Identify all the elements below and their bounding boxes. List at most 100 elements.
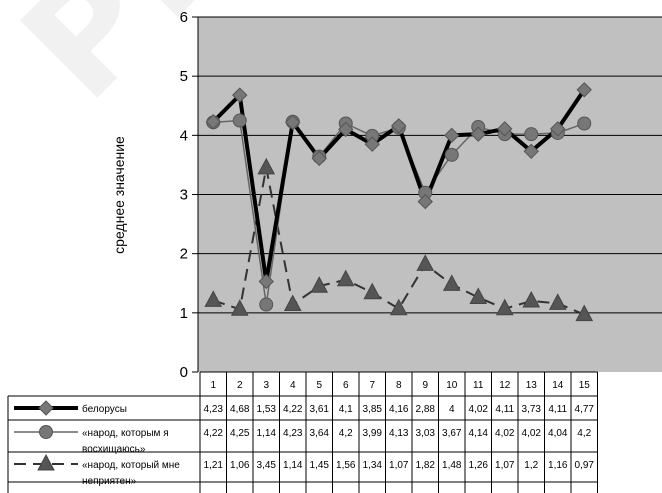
data-label: 1,26 [469,460,489,471]
y-tick-label: 0 [180,364,188,381]
data-label: 1,2 [524,460,538,471]
data-point [232,113,247,128]
data-label: 4,23 [204,404,224,415]
x-tick-label: 6 [343,380,349,391]
data-label: 4,2 [339,428,353,439]
data-label: 4,02 [469,404,489,415]
data-point [38,400,54,416]
data-label: 1,06 [230,460,250,471]
x-tick-label: 7 [369,380,375,391]
data-label: 1,45 [310,460,330,471]
data-label: 1,07 [389,460,409,471]
data-point [205,114,221,130]
data-label: 3,67 [442,428,462,439]
data-label: 3,99 [363,428,383,439]
data-point [444,127,460,144]
data-label: 1,14 [257,428,277,439]
legend-label: «народ, которым я восхищаюсь» [82,428,169,455]
y-axis-label: среднее значение [111,136,127,254]
data-point [524,127,539,142]
data-point [576,82,592,98]
x-tick-label: 8 [396,380,402,391]
data-label: 4,23 [283,428,303,439]
y-tick-label: 6 [180,9,188,26]
data-point [338,121,354,138]
data-label: 4,22 [283,404,303,415]
data-label: 4,2 [577,428,591,439]
data-label: 2,88 [416,404,436,415]
data-label: 4,77 [575,404,595,415]
data-point [363,282,382,300]
data-label: 4,25 [230,428,250,439]
data-point [389,298,408,316]
data-point [37,453,55,471]
series-lines [204,82,594,322]
data-label: 4,1 [339,404,353,415]
x-tick-label: 14 [552,380,564,391]
data-label: 4 [449,404,455,415]
data-label: 1,53 [257,404,277,415]
y-tick-label: 4 [180,127,188,144]
data-point [230,299,249,316]
data-point [550,121,566,137]
data-point [577,116,592,131]
data-point [39,425,53,439]
data-point [259,297,274,312]
data-label: 4,22 [204,428,224,439]
data-point [495,298,514,316]
data-label: 4,14 [469,428,489,439]
data-label: 1,82 [416,460,436,471]
data-label: 1,14 [283,460,303,471]
data-label: 4,04 [548,428,568,439]
data-label: 4,11 [548,404,567,415]
data-point [204,290,223,307]
series-line [212,167,585,316]
data-point [310,276,329,293]
data-label: 4,11 [495,404,514,415]
data-label: 3,73 [522,404,542,415]
x-tick-label: 10 [446,380,458,391]
data-point [232,87,248,103]
data-label: 0,97 [575,460,595,471]
x-tick-label: 12 [499,380,511,391]
data-label: 4,02 [522,428,542,439]
data-point [336,269,355,287]
data-label: 1,16 [548,460,568,471]
y-tick-label: 3 [180,187,188,204]
data-point [522,290,541,308]
data-label: 4,02 [495,428,515,439]
data-point [548,293,567,310]
data-point [258,273,274,290]
data-label: 3,64 [310,428,330,439]
data-point [285,114,301,131]
x-tick-label: 15 [579,380,591,391]
data-point [391,118,407,134]
data-point [416,254,435,271]
data-point [469,287,488,304]
data-label: 1,48 [442,460,462,471]
data-label: 1,34 [363,460,383,471]
legend-label: белорусы [82,403,127,415]
legend-label: «народ, который мне неприятен» [82,460,180,487]
x-tick-label: 5 [316,380,322,391]
data-label: 1,07 [495,460,515,471]
data-point [575,304,594,322]
data-label: 3,03 [416,428,436,439]
data-label: 1,21 [204,460,224,471]
data-label: 4,13 [389,428,409,439]
data-point [283,294,302,312]
x-tick-label: 3 [263,380,269,391]
y-tick-label: 5 [180,68,188,85]
data-point [444,147,459,162]
data-point [417,193,433,210]
x-tick-label: 13 [526,380,538,391]
data-point [497,121,513,137]
data-label: 3,45 [257,460,277,471]
y-tick-label: 2 [180,246,188,263]
data-point [311,150,327,167]
data-point [470,126,486,142]
x-tick-label: 9 [422,380,428,391]
data-point [523,143,539,160]
